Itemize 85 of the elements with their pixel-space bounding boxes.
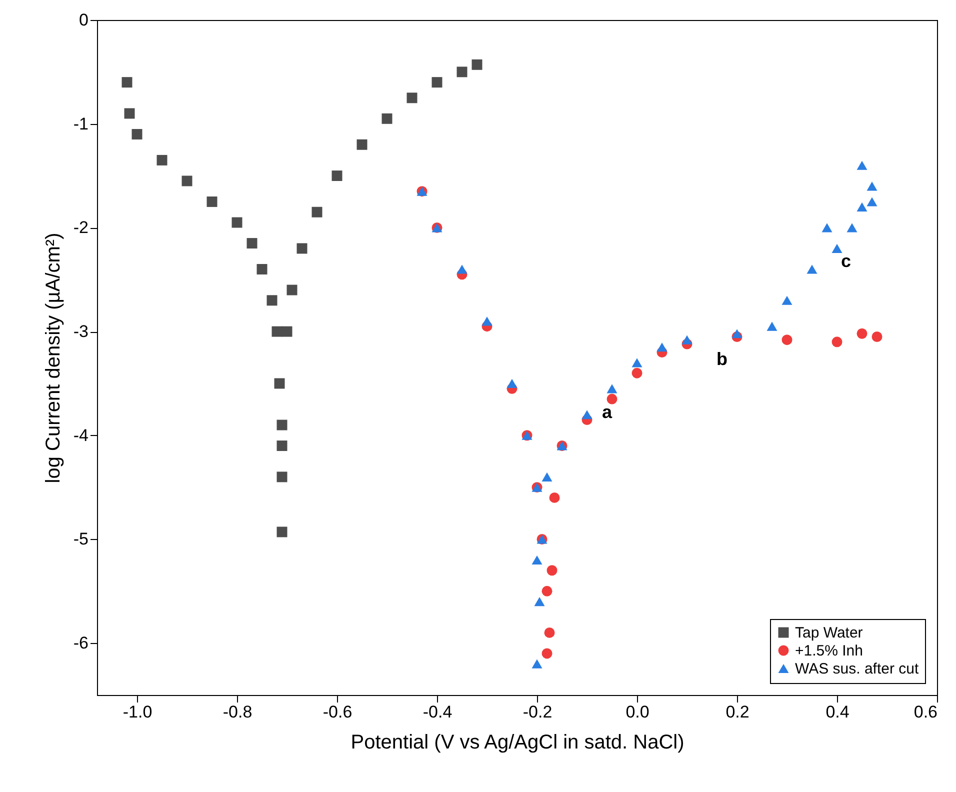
point: [832, 244, 842, 254]
point: [456, 66, 468, 78]
annotation: b: [716, 349, 728, 369]
y-tick-label: -5: [73, 530, 88, 549]
x-tick-label: -0.2: [522, 702, 552, 722]
point: [534, 596, 545, 606]
point: [472, 59, 482, 70]
point: [766, 322, 778, 331]
point: [856, 160, 868, 170]
point: [856, 328, 868, 339]
point: [256, 264, 268, 274]
y-tick-label: -1: [73, 114, 88, 134]
point: [482, 316, 492, 326]
x-tick-label: -1.0: [122, 702, 152, 722]
point: [856, 202, 868, 212]
point: [286, 284, 298, 296]
y-tick-label: -3: [73, 322, 88, 342]
point: [274, 378, 285, 389]
point: [532, 659, 542, 668]
point: [822, 223, 832, 232]
x-tick-label: 0.6: [914, 702, 938, 722]
point: [632, 368, 642, 378]
y-axis-title: log Current density (µA/cm²): [42, 232, 64, 484]
point: [506, 378, 518, 388]
point: [124, 108, 135, 119]
point: [606, 384, 618, 394]
point: [356, 139, 368, 150]
point: [156, 154, 168, 166]
legend-label: WAS sus. after cut: [795, 660, 920, 678]
x-tick-label: 0.0: [626, 702, 650, 722]
point: [432, 77, 442, 88]
point: [732, 329, 742, 338]
point: [246, 238, 258, 249]
point: [549, 492, 560, 503]
point: [382, 113, 392, 124]
point: [272, 326, 282, 337]
x-tick-label: 0.2: [726, 702, 750, 722]
point: [312, 206, 322, 218]
x-tick-label: -0.8: [222, 702, 252, 722]
y-tick-label: -6: [73, 634, 88, 653]
y-tick-label: 0: [79, 10, 88, 30]
point: [406, 92, 418, 104]
point: [546, 565, 558, 576]
point: [682, 335, 692, 344]
point: [182, 176, 192, 186]
point: [276, 472, 288, 482]
point: [132, 128, 142, 140]
point: [872, 331, 882, 342]
point: [542, 586, 552, 596]
point: [206, 196, 218, 207]
x-tick-label: -0.4: [422, 702, 452, 722]
legend-label: Tap Water: [795, 624, 863, 642]
point: [122, 77, 132, 88]
point: [846, 223, 858, 232]
x-tick-label: -0.6: [322, 702, 352, 722]
point: [656, 342, 668, 352]
point: [542, 472, 552, 482]
point: [332, 170, 342, 182]
point: [296, 243, 308, 254]
point: [866, 197, 878, 206]
x-tick-label: 0.4: [826, 702, 850, 722]
annotation: c: [840, 251, 852, 271]
point: [532, 555, 542, 565]
point: [632, 358, 642, 368]
point: [282, 326, 292, 337]
point: [276, 526, 288, 538]
point: [782, 296, 792, 305]
point: [806, 264, 818, 274]
y-tick-label: -4: [73, 426, 88, 445]
point: [542, 648, 552, 659]
point: [266, 295, 278, 306]
legend-label: +1.5% Inh: [795, 642, 863, 660]
y-tick-label: -2: [73, 218, 88, 238]
point: [276, 440, 288, 452]
annotation: a: [602, 402, 613, 422]
x-axis-title: Potential (V vs Ag/AgCl in satd. NaCl): [350, 732, 684, 754]
point: [866, 182, 878, 191]
point: [232, 217, 242, 228]
point: [832, 336, 842, 348]
point: [606, 394, 618, 404]
point: [456, 264, 468, 274]
point: [276, 420, 288, 430]
point: [782, 334, 792, 346]
point: [544, 627, 555, 638]
point: [582, 410, 592, 420]
